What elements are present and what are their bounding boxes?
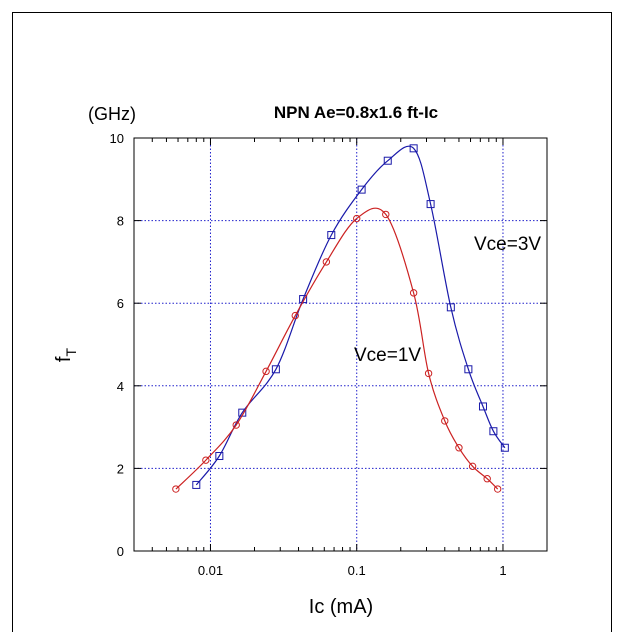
data-point [192, 480, 201, 489]
data-point [468, 462, 477, 471]
y-tick-label: 4 [117, 379, 124, 394]
data-point [493, 485, 502, 493]
data-point [424, 369, 433, 378]
chart-title: NPN Ae=0.8x1.6 ft-Ic [274, 103, 438, 122]
plot-area-border [133, 137, 548, 552]
x-tick-label: 0.01 [198, 563, 223, 578]
series-line-vce-1v [175, 207, 499, 490]
data-point [441, 417, 449, 425]
series-vce-3v [192, 144, 509, 489]
data-point [446, 303, 455, 312]
y-tick-label: 8 [117, 214, 124, 229]
data-point [172, 485, 180, 493]
data-point [409, 289, 418, 297]
data-point [262, 367, 270, 376]
data-point [483, 475, 491, 483]
data-point [464, 365, 473, 374]
grid [134, 138, 547, 551]
data-point [383, 156, 392, 165]
x-tick-label: 0.1 [348, 563, 366, 578]
annotation-vce-1v: Vce=1V [354, 345, 421, 366]
data-point [271, 365, 280, 374]
data-point [357, 185, 366, 194]
x-axis-label: Ic (mA) [309, 596, 373, 618]
data-point [455, 444, 463, 452]
y-axis-label-main: f [53, 356, 75, 362]
y-tick-label: 6 [117, 296, 124, 311]
series-line-vce-3v [195, 145, 506, 486]
data-point [291, 311, 299, 320]
data-point [215, 452, 224, 461]
data-point [500, 443, 509, 452]
data-point [353, 214, 361, 223]
y-tick-label: 0 [117, 544, 124, 559]
series-layer [172, 144, 509, 493]
data-point [426, 200, 435, 209]
x-tick-label: 1 [499, 563, 506, 578]
figure-frame [12, 12, 612, 632]
data-point [202, 456, 210, 464]
svg-text:fT: fT [53, 348, 79, 363]
y-axis-unit: (GHz) [88, 104, 136, 124]
y-tick-label: 10 [110, 131, 124, 146]
data-point [489, 427, 498, 436]
data-point [327, 231, 336, 240]
y-axis-label-sub: T [63, 348, 79, 357]
series-vce-1v [172, 207, 502, 493]
data-point [382, 210, 390, 219]
data-point [478, 402, 487, 411]
annotation-vce-3v: Vce=3V [474, 234, 541, 255]
y-axis-label: fT [53, 348, 79, 363]
data-point [322, 258, 331, 266]
data-point [409, 144, 418, 153]
data-point [232, 421, 240, 429]
y-tick-label: 2 [117, 461, 124, 476]
